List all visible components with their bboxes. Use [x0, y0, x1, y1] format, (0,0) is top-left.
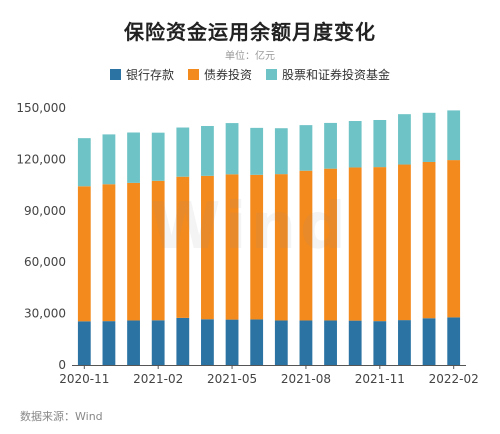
bar-segment-bond	[324, 168, 337, 321]
bar-segment-stock	[225, 123, 239, 175]
bar-segment-stock	[373, 119, 387, 168]
bar-segment-bond	[250, 174, 264, 320]
bar-segment-bank	[348, 320, 362, 365]
bar-segment-bond	[348, 167, 362, 321]
bar-segment-bank	[398, 320, 411, 365]
bar-segment-bond	[373, 167, 387, 322]
legend-item-bond: 债券投资	[187, 66, 252, 83]
unit-label: 单位：亿元	[225, 51, 275, 62]
bar-segment-stock	[398, 114, 411, 165]
bar-segment-bond	[225, 174, 239, 320]
bar-segment-bank	[324, 320, 337, 365]
bar-segment-bank	[373, 321, 387, 365]
bar-segment-stock	[250, 127, 264, 175]
bar-segment-stock	[447, 110, 461, 161]
x-tick-label: 2020-11	[59, 372, 109, 386]
legend-swatch-stock	[266, 69, 277, 80]
legend-item-bank: 银行存款	[109, 66, 174, 83]
bar-segment-bond	[77, 186, 91, 322]
bar-segment-bank	[151, 320, 165, 365]
bar-segment-stock	[274, 128, 288, 175]
bar-segment-bank	[250, 319, 264, 365]
legend-label-stock: 股票和证券投资基金	[282, 68, 391, 82]
bar-segment-bond	[398, 164, 411, 321]
y-tick-label: 90,000	[24, 204, 66, 218]
bar-segment-bond	[102, 184, 116, 322]
bar-segment-stock	[348, 121, 362, 168]
bar-segment-stock	[324, 122, 337, 169]
bar-segment-stock	[77, 138, 91, 187]
bar-segment-bond	[127, 182, 140, 321]
bar-segment-bank	[201, 319, 214, 365]
bar-segment-bank	[127, 320, 140, 365]
bar-segment-bank	[447, 317, 461, 365]
legend-swatch-bond	[187, 69, 199, 80]
bar-segment-bank	[77, 321, 91, 365]
bar-segment-bond	[299, 170, 313, 321]
source-note: 数据来源：Wind	[20, 410, 103, 423]
x-tick-label: 2022-02	[429, 372, 479, 386]
bar-segment-stock	[151, 132, 165, 181]
bar-segment-stock	[127, 132, 140, 183]
bar-segment-bond	[274, 174, 288, 321]
legend: 银行存款 债券投资 股票和证券投资基金	[0, 66, 500, 83]
bar-segment-bank	[299, 320, 313, 365]
x-tick-label: 2021-11	[355, 372, 405, 386]
y-tick-label: 30,000	[24, 307, 66, 321]
bar-segment-bank	[176, 317, 190, 365]
bar-segment-bank	[274, 320, 288, 365]
x-tick-label: 2021-08	[281, 372, 331, 386]
bar-segment-stock	[102, 134, 116, 185]
legend-label-bank: 银行存款	[125, 68, 174, 82]
chart-title: 保险资金运用余额月度变化	[124, 20, 376, 44]
bar-segment-stock	[201, 125, 214, 176]
y-tick-label: 120,000	[16, 152, 66, 166]
legend-label-bond: 债券投资	[203, 68, 252, 82]
bar-segment-stock	[422, 112, 436, 162]
bar-segment-bond	[151, 180, 165, 321]
bar-segment-bond	[447, 160, 461, 318]
bar-segment-bond	[201, 175, 214, 320]
y-tick-label: 60,000	[24, 255, 66, 269]
y-tick-label: 0	[58, 358, 66, 372]
x-tick-label: 2021-05	[207, 372, 257, 386]
bar-segment-bond	[422, 161, 436, 319]
bar-segment-stock	[176, 127, 190, 177]
bar-segment-bond	[176, 176, 190, 318]
y-tick-label: 150,000	[16, 101, 66, 115]
x-tick-label: 2021-02	[133, 372, 183, 386]
bar-segment-stock	[299, 125, 313, 171]
legend-swatch-bank	[109, 69, 121, 80]
legend-item-stock: 股票和证券投资基金	[266, 66, 390, 83]
bar-segment-bank	[225, 319, 239, 365]
bar-segment-bank	[422, 318, 436, 365]
bar-segment-bank	[102, 321, 116, 365]
